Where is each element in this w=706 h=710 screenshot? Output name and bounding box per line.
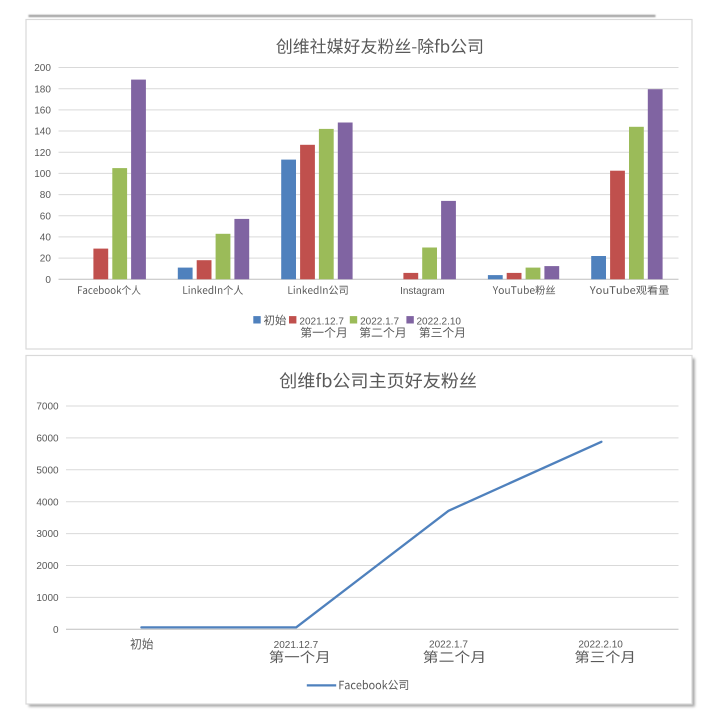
svg-text:160: 160 — [34, 106, 51, 117]
svg-text:40: 40 — [40, 233, 52, 244]
svg-text:2000: 2000 — [36, 561, 59, 572]
svg-text:180: 180 — [34, 84, 51, 95]
svg-text:2022.1.7: 2022.1.7 — [360, 316, 399, 327]
svg-text:120: 120 — [34, 148, 51, 159]
svg-text:4000: 4000 — [36, 497, 59, 508]
svg-text:Instagram: Instagram — [400, 286, 444, 297]
svg-text:80: 80 — [40, 190, 52, 201]
svg-text:200: 200 — [34, 63, 51, 74]
svg-text:140: 140 — [34, 127, 51, 138]
svg-text:7000: 7000 — [36, 402, 59, 413]
svg-text:0: 0 — [53, 625, 59, 636]
svg-text:2021.12.7: 2021.12.7 — [274, 640, 319, 651]
svg-text:2022.2.10: 2022.2.10 — [417, 316, 462, 327]
svg-text:6000: 6000 — [36, 434, 59, 445]
svg-text:20: 20 — [40, 254, 52, 265]
svg-text:1000: 1000 — [36, 593, 59, 604]
svg-text:100: 100 — [34, 169, 51, 180]
svg-text:3000: 3000 — [36, 529, 59, 540]
svg-text:2021.12.7: 2021.12.7 — [299, 316, 344, 327]
svg-text:5000: 5000 — [36, 465, 59, 476]
svg-text:2022.1.7: 2022.1.7 — [429, 640, 468, 651]
svg-text:60: 60 — [40, 211, 52, 222]
svg-text:0: 0 — [45, 275, 51, 286]
svg-text:2022.2.10: 2022.2.10 — [578, 640, 623, 651]
